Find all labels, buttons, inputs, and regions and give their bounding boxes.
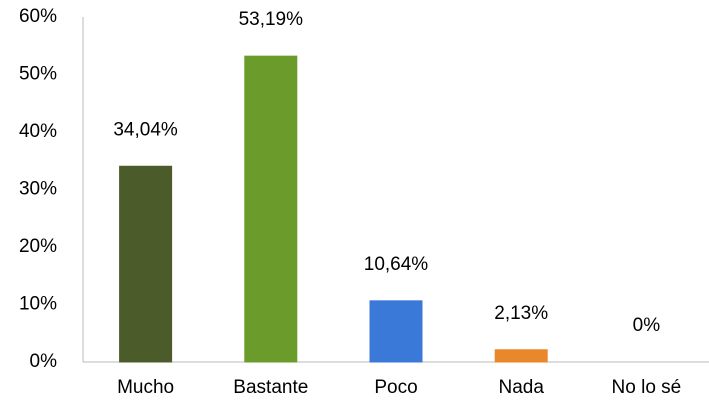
bar xyxy=(369,300,423,363)
value-label: 53,19% xyxy=(239,9,304,30)
x-tick-label: Nada xyxy=(498,377,544,398)
y-tick-label: 10% xyxy=(19,294,57,315)
y-tick-label: 0% xyxy=(30,351,58,372)
x-tick-label: Bastante xyxy=(233,377,308,398)
y-tick-label: 50% xyxy=(19,64,57,85)
x-tick-label: Poco xyxy=(374,377,417,398)
y-tick-label: 60% xyxy=(19,6,57,27)
value-label: 2,13% xyxy=(494,303,548,324)
y-tick-label: 40% xyxy=(19,121,57,142)
x-tick-label: No lo sé xyxy=(612,377,682,398)
bar xyxy=(119,165,173,363)
value-label: 0% xyxy=(633,315,661,336)
bar xyxy=(244,55,298,363)
y-tick-label: 20% xyxy=(19,236,57,257)
x-tick-label: Mucho xyxy=(117,377,174,398)
y-tick-label: 30% xyxy=(19,179,57,200)
value-label: 10,64% xyxy=(364,254,429,275)
value-label: 34,04% xyxy=(113,119,178,140)
bar xyxy=(494,349,548,363)
